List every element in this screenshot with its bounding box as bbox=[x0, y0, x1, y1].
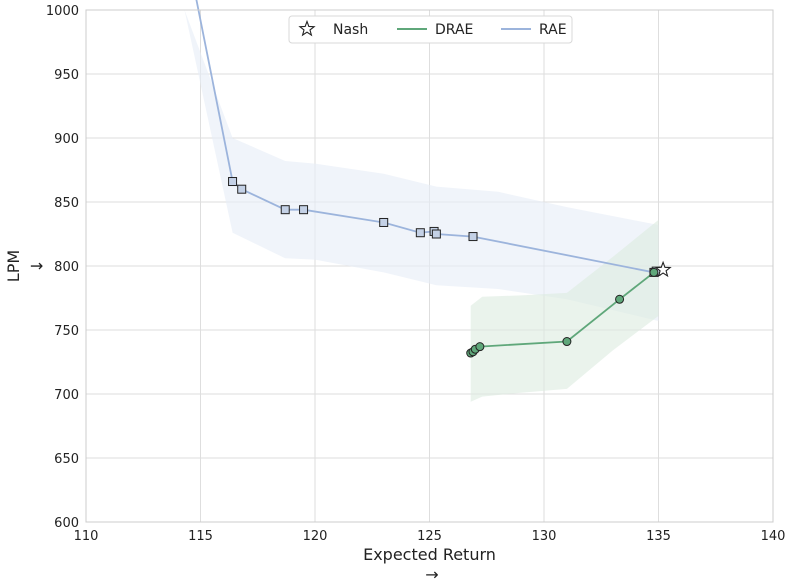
y-tick-label: 750 bbox=[54, 324, 79, 339]
legend-box bbox=[288, 15, 573, 44]
legend-nash-star-icon bbox=[298, 19, 316, 37]
x-tick-label: 140 bbox=[761, 529, 786, 544]
series-markers bbox=[228, 177, 672, 358]
y-tick-label: 850 bbox=[54, 196, 79, 211]
x-tick-label: 130 bbox=[532, 529, 557, 544]
plot-frame bbox=[85, 9, 774, 523]
rae-point bbox=[415, 228, 425, 238]
x-tick-label: 125 bbox=[417, 529, 442, 544]
drae-point bbox=[649, 267, 659, 277]
y-tick-label: 1000 bbox=[46, 4, 79, 19]
y-tick-label: 800 bbox=[54, 260, 79, 275]
y-tick-label: 900 bbox=[54, 132, 79, 147]
tick-labels: 110 115 120 125 130 135 140 600 650 700 750 800 850 9… bbox=[46, 4, 786, 544]
rae-point bbox=[280, 205, 290, 215]
nash-point bbox=[654, 260, 672, 278]
y-axis-title: LPM bbox=[4, 250, 23, 282]
x-tick-label: 115 bbox=[188, 529, 213, 544]
drae-point bbox=[475, 342, 485, 352]
rae-point bbox=[431, 229, 441, 239]
rae-band bbox=[184, 10, 659, 321]
x-tick-label: 110 bbox=[74, 529, 99, 544]
x-tick-label: 120 bbox=[303, 529, 328, 544]
x-axis-title: Expected Return bbox=[363, 545, 496, 564]
legend-label-rae: RAE bbox=[539, 22, 567, 38]
y-tick-label: 600 bbox=[54, 516, 79, 531]
y-tick-label: 700 bbox=[54, 388, 79, 403]
y-tick-label: 950 bbox=[54, 68, 79, 83]
y-axis-arrow: ↓ bbox=[28, 259, 47, 272]
drae-band bbox=[470, 219, 659, 402]
rae-point bbox=[228, 177, 238, 187]
legend-label-nash: Nash bbox=[333, 22, 368, 38]
drae-point bbox=[562, 337, 572, 347]
rae-point bbox=[237, 184, 247, 194]
x-axis-arrow: → bbox=[425, 565, 438, 584]
rae-point bbox=[299, 205, 309, 215]
rae-point bbox=[468, 232, 478, 242]
y-tick-label: 650 bbox=[54, 452, 79, 467]
x-tick-label: 135 bbox=[646, 529, 671, 544]
rae-point bbox=[379, 217, 389, 227]
drae-point bbox=[615, 294, 625, 304]
confidence-bands bbox=[184, 10, 659, 402]
legend: Nash DRAE RAE bbox=[288, 15, 573, 44]
legend-label-drae: DRAE bbox=[435, 22, 473, 38]
